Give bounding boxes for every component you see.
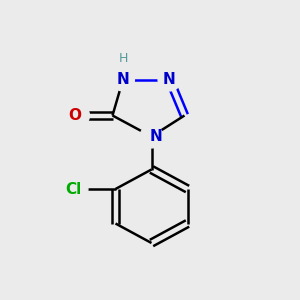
Text: Cl: Cl [65,182,82,196]
Circle shape [158,68,181,91]
Circle shape [140,125,163,148]
Text: N: N [150,129,162,144]
Text: O: O [68,108,82,123]
Circle shape [65,178,88,200]
Text: N: N [117,72,129,87]
Circle shape [67,104,89,127]
Circle shape [112,68,134,91]
Text: N: N [163,72,176,87]
Text: H: H [118,52,128,65]
